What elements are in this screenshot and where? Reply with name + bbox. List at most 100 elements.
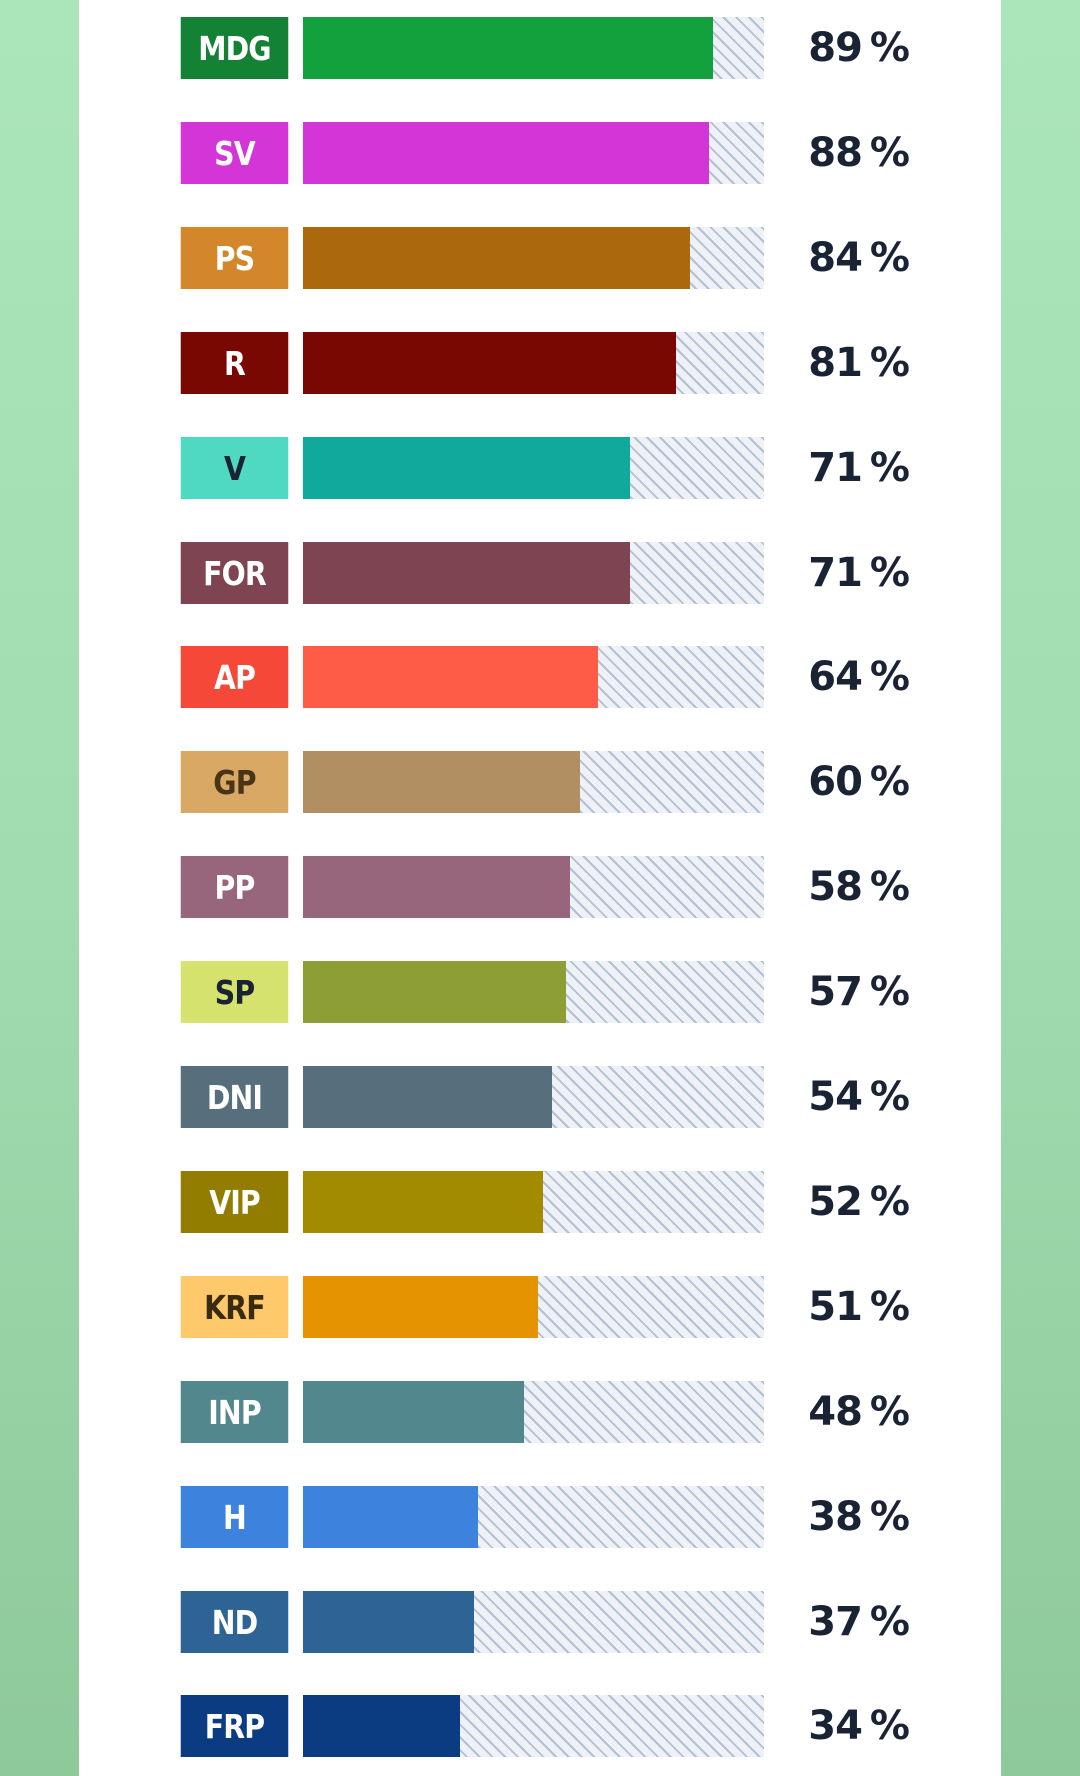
- bar-value-label: 60%: [808, 751, 910, 813]
- party-badge: FRP: [180, 1695, 289, 1757]
- bar-value-label: 58%: [808, 856, 910, 918]
- party-badge: ND: [180, 1591, 289, 1653]
- bar-value-label: 81%: [808, 332, 910, 394]
- bar-value-label: 88%: [808, 122, 910, 184]
- bar-value-number: 34: [808, 1703, 863, 1749]
- bar-fill: [303, 122, 709, 184]
- bar-fill: [303, 646, 598, 708]
- bar-value-number: 58: [808, 864, 863, 910]
- bar-value-number: 51: [808, 1284, 863, 1330]
- bar-value-number: 84: [808, 235, 863, 281]
- bar-value-label: 89%: [808, 17, 910, 79]
- bar-value-number: 54: [808, 1074, 863, 1120]
- bar-value-label: 57%: [808, 961, 910, 1023]
- bar-value-number: 89: [808, 25, 863, 71]
- party-badge: PP: [180, 856, 289, 918]
- bar-fill: [303, 332, 676, 394]
- party-badge: KRF: [180, 1276, 289, 1338]
- bar-fill: [303, 1591, 474, 1653]
- results-card: MDG 89% SV 88% PS 84% R 81% V 71% FOR 71% AP 64% GP 60%…: [79, 0, 1001, 1776]
- bar-fill: [303, 961, 566, 1023]
- bar-value-unit: %: [869, 654, 910, 700]
- bar-fill: [303, 17, 713, 79]
- party-badge: V: [180, 437, 289, 499]
- bar-value-unit: %: [869, 550, 910, 596]
- bar-value-number: 37: [808, 1599, 863, 1645]
- bar-row-frp: FRP 34%: [79, 1695, 1001, 1759]
- bar-value-label: 54%: [808, 1066, 910, 1128]
- bar-row-sp: SP 57%: [79, 961, 1001, 1025]
- bar-value-unit: %: [869, 969, 910, 1015]
- bar-track: [303, 1171, 764, 1233]
- bar-row-nd: ND 37%: [79, 1591, 1001, 1655]
- bar-row-ap: AP 64%: [79, 646, 1001, 710]
- bar-row-ps: PS 84%: [79, 227, 1001, 291]
- bar-value-unit: %: [869, 340, 910, 386]
- bar-value-unit: %: [869, 25, 910, 71]
- bar-value-number: 38: [808, 1494, 863, 1540]
- bar-track: [303, 1591, 764, 1653]
- bar-value-unit: %: [869, 235, 910, 281]
- party-badge: SV: [180, 122, 289, 184]
- bar-value-unit: %: [869, 864, 910, 910]
- bar-value-unit: %: [869, 1074, 910, 1120]
- bar-value-unit: %: [869, 1494, 910, 1540]
- bar-fill: [303, 1276, 538, 1338]
- bar-value-label: 37%: [808, 1591, 910, 1653]
- bar-fill: [303, 227, 690, 289]
- bar-value-unit: %: [869, 130, 910, 176]
- bar-value-number: 88: [808, 130, 863, 176]
- bar-track: [303, 542, 764, 604]
- bar-value-number: 57: [808, 969, 863, 1015]
- bar-row-h: H 38%: [79, 1486, 1001, 1550]
- bar-fill: [303, 542, 630, 604]
- bar-value-label: 38%: [808, 1486, 910, 1548]
- party-badge: PS: [180, 227, 289, 289]
- bar-track: [303, 1381, 764, 1443]
- bar-fill: [303, 1171, 543, 1233]
- bar-track: [303, 17, 764, 79]
- bar-track: [303, 1066, 764, 1128]
- bar-track: [303, 856, 764, 918]
- bar-row-v: V 71%: [79, 437, 1001, 501]
- party-badge: FOR: [180, 542, 289, 604]
- bar-track: [303, 1486, 764, 1548]
- bar-value-number: 71: [808, 550, 863, 596]
- bar-row-for: FOR 71%: [79, 542, 1001, 606]
- bar-value-unit: %: [869, 445, 910, 491]
- bar-value-unit: %: [869, 1389, 910, 1435]
- bar-track: [303, 1276, 764, 1338]
- party-badge: VIP: [180, 1171, 289, 1233]
- bar-value-number: 64: [808, 654, 863, 700]
- party-badge: AP: [180, 646, 289, 708]
- bar-track: [303, 332, 764, 394]
- bar-fill: [303, 437, 630, 499]
- bar-value-label: 34%: [808, 1695, 910, 1757]
- bar-track: [303, 227, 764, 289]
- bar-row-pp: PP 58%: [79, 856, 1001, 920]
- party-badge: INP: [180, 1381, 289, 1443]
- bar-value-unit: %: [869, 759, 910, 805]
- bar-value-label: 71%: [808, 437, 910, 499]
- bar-track: [303, 1695, 764, 1757]
- bar-fill: [303, 751, 580, 813]
- party-badge: DNI: [180, 1066, 289, 1128]
- bar-track: [303, 961, 764, 1023]
- bar-fill: [303, 1695, 460, 1757]
- bar-track: [303, 437, 764, 499]
- bar-value-number: 60: [808, 759, 863, 805]
- bar-fill: [303, 1381, 524, 1443]
- bar-value-unit: %: [869, 1179, 910, 1225]
- bar-value-unit: %: [869, 1284, 910, 1330]
- bar-value-label: 64%: [808, 646, 910, 708]
- bar-value-label: 84%: [808, 227, 910, 289]
- bar-value-number: 81: [808, 340, 863, 386]
- party-badge: GP: [180, 751, 289, 813]
- bar-row-inp: INP 48%: [79, 1381, 1001, 1445]
- bar-row-mdg: MDG 89%: [79, 17, 1001, 81]
- bar-value-label: 52%: [808, 1171, 910, 1233]
- bar-row-dni: DNI 54%: [79, 1066, 1001, 1130]
- party-badge: R: [180, 332, 289, 394]
- party-badge: SP: [180, 961, 289, 1023]
- party-badge: H: [180, 1486, 289, 1548]
